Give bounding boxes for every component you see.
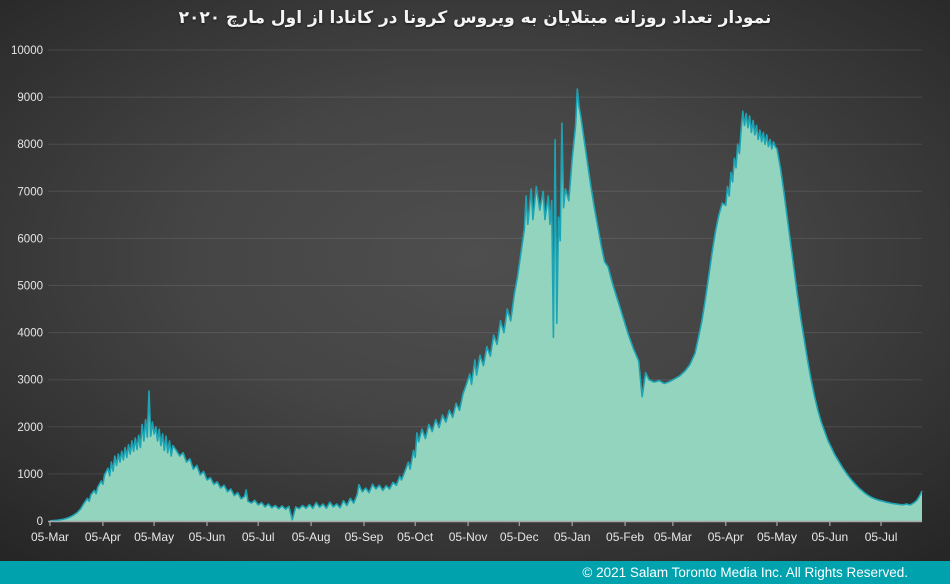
- x-axis-tick-label: 05-Jul: [242, 530, 275, 544]
- y-axis-tick-label: 10000: [11, 45, 43, 57]
- y-axis-tick-label: 8000: [17, 139, 43, 151]
- y-axis-tick-label: 4000: [17, 328, 43, 340]
- copyright-text: © 2021 Salam Toronto Media Inc. All Righ…: [582, 565, 908, 580]
- x-axis-tick-label: 05-Jun: [811, 530, 848, 544]
- x-axis-tick-label: 05-Apr: [85, 530, 121, 544]
- x-axis-tick-label: 05-Dec: [500, 530, 539, 544]
- x-axis-tick-label: 05-Aug: [292, 530, 331, 544]
- x-axis-tick-label: 05-Feb: [606, 530, 644, 544]
- x-axis-tick-label: 05-Mar: [31, 530, 69, 544]
- x-axis-tick-label: 05-Oct: [397, 530, 434, 544]
- y-axis-tick-label: 6000: [17, 233, 43, 245]
- y-axis-tick-label: 2000: [17, 422, 43, 434]
- x-axis-tick-label: 05-Sep: [345, 530, 384, 544]
- x-axis-tick-label: 05-Apr: [708, 530, 744, 544]
- y-axis-tick-label: 5000: [17, 281, 43, 293]
- chart-title: نمودار تعداد روزانه مبتلایان به ویروس کر…: [178, 8, 772, 28]
- y-axis-tick-label: 9000: [17, 92, 43, 104]
- x-axis-tick-label: 05-Mar: [654, 530, 692, 544]
- y-axis-tick-label: 7000: [17, 186, 43, 198]
- x-axis-tick-label: 05-Jul: [865, 530, 898, 544]
- y-axis-tick-label: 0: [37, 516, 43, 528]
- x-axis-tick-label: 05-May: [134, 530, 174, 544]
- y-axis-tick-label: 1000: [17, 469, 43, 481]
- daily-cases-area: [50, 89, 922, 521]
- x-axis-tick-label: 05-May: [757, 530, 797, 544]
- daily-cases-line: [49, 88, 923, 522]
- x-axis-tick-label: 05-Jan: [554, 530, 591, 544]
- x-axis-tick-label: 05-Jun: [189, 530, 226, 544]
- daily-cases-area-chart: 0 1000 2000 3000 4000 5000 6000 7000 8000 9000 100…: [11, 45, 923, 544]
- y-axis-tick-label: 3000: [17, 375, 43, 387]
- x-axis-tick-label: 05-Nov: [449, 530, 488, 544]
- footer-bar: © 2021 Salam Toronto Media Inc. All Righ…: [0, 561, 950, 584]
